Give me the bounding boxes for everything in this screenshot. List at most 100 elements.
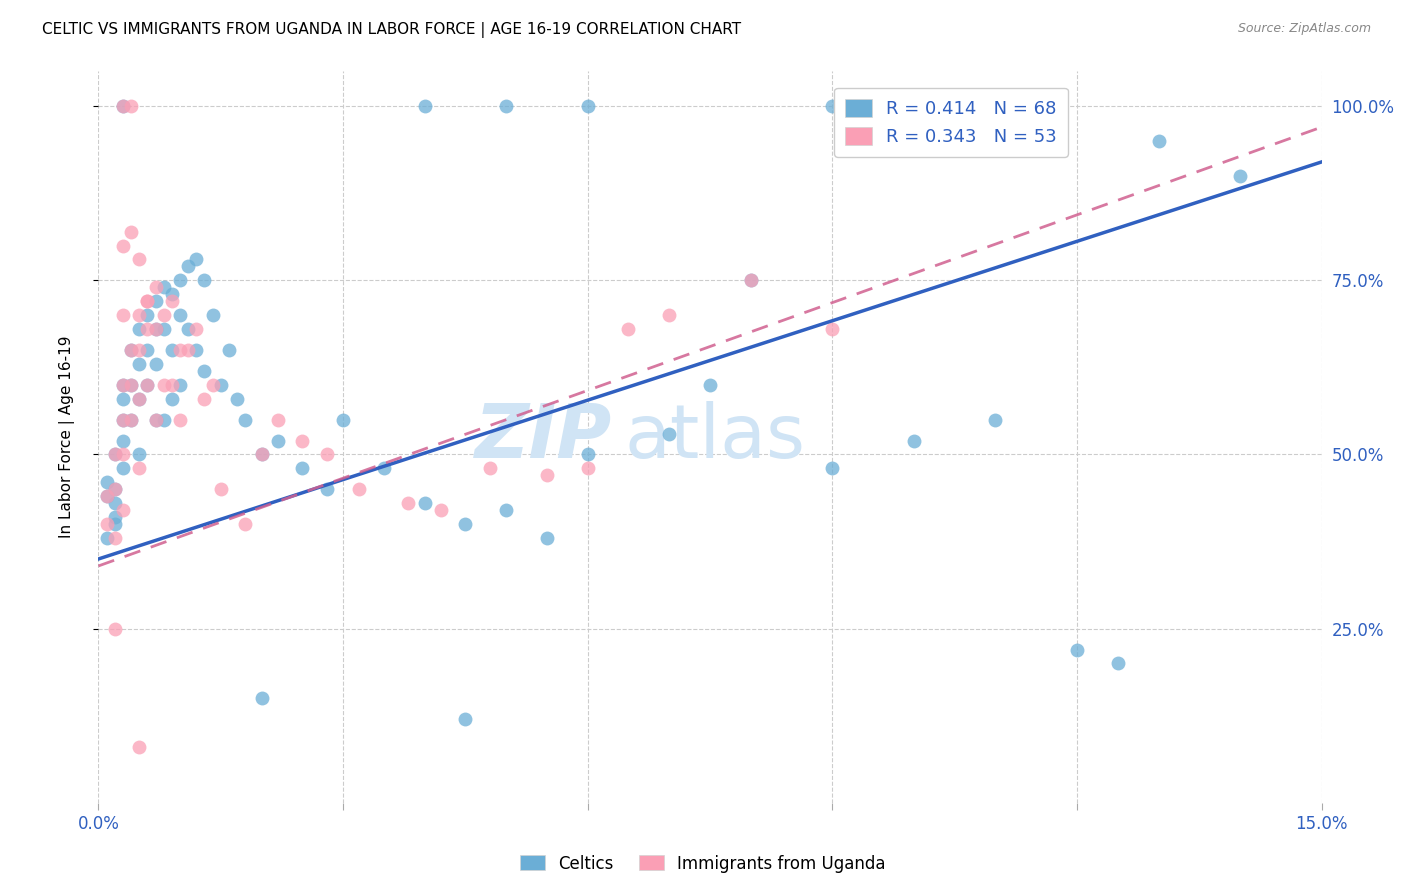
Point xyxy=(104,448,127,462)
Point xyxy=(160,377,183,392)
Point xyxy=(111,308,134,322)
Point xyxy=(111,99,134,113)
Point xyxy=(233,517,256,532)
Text: CELTIC VS IMMIGRANTS FROM UGANDA IN LABOR FORCE | AGE 16-19 CORRELATION CHART: CELTIC VS IMMIGRANTS FROM UGANDA IN LABO… xyxy=(42,22,741,38)
Point xyxy=(315,483,337,497)
Point xyxy=(160,392,183,406)
Point xyxy=(193,273,215,287)
Point xyxy=(128,308,150,322)
Point xyxy=(209,377,232,392)
Point xyxy=(145,280,167,294)
Point xyxy=(111,448,134,462)
Point xyxy=(120,343,142,357)
Point xyxy=(152,412,174,426)
Point xyxy=(128,392,150,406)
Point xyxy=(495,99,517,113)
Point xyxy=(209,483,232,497)
Point xyxy=(903,434,925,448)
Point xyxy=(699,377,721,392)
Point xyxy=(96,517,118,532)
Point xyxy=(104,517,127,532)
Point xyxy=(396,496,419,510)
Point xyxy=(536,468,558,483)
Point xyxy=(169,273,191,287)
Point xyxy=(193,364,215,378)
Point xyxy=(1147,134,1170,148)
Point xyxy=(128,461,150,475)
Legend: Celtics, Immigrants from Uganda: Celtics, Immigrants from Uganda xyxy=(513,848,893,880)
Point xyxy=(111,238,134,252)
Point xyxy=(201,308,224,322)
Point xyxy=(120,412,142,426)
Point xyxy=(136,377,159,392)
Point xyxy=(413,99,436,113)
Point xyxy=(111,461,134,475)
Y-axis label: In Labor Force | Age 16-19: In Labor Force | Age 16-19 xyxy=(59,335,75,539)
Point xyxy=(233,412,256,426)
Point xyxy=(177,322,200,336)
Point xyxy=(291,434,314,448)
Point xyxy=(111,99,134,113)
Point xyxy=(349,483,371,497)
Point xyxy=(267,434,290,448)
Legend: R = 0.414   N = 68, R = 0.343   N = 53: R = 0.414 N = 68, R = 0.343 N = 53 xyxy=(834,87,1069,157)
Point xyxy=(145,412,167,426)
Point xyxy=(136,343,159,357)
Text: atlas: atlas xyxy=(624,401,806,474)
Point xyxy=(478,461,501,475)
Point xyxy=(96,531,118,545)
Point xyxy=(104,531,127,545)
Point xyxy=(136,294,159,309)
Point xyxy=(177,260,200,274)
Point xyxy=(267,412,290,426)
Point xyxy=(193,392,215,406)
Point xyxy=(96,489,118,503)
Point xyxy=(104,483,127,497)
Point xyxy=(430,503,453,517)
Point xyxy=(821,322,844,336)
Point xyxy=(111,503,134,517)
Point xyxy=(186,322,208,336)
Point xyxy=(104,448,127,462)
Point xyxy=(120,343,142,357)
Point xyxy=(495,503,517,517)
Point xyxy=(160,287,183,301)
Point xyxy=(128,357,150,371)
Point xyxy=(152,308,174,322)
Point xyxy=(128,322,150,336)
Point xyxy=(576,99,599,113)
Point xyxy=(120,99,142,113)
Point xyxy=(169,412,191,426)
Point xyxy=(576,461,599,475)
Point xyxy=(111,392,134,406)
Point xyxy=(454,712,477,726)
Point xyxy=(315,448,337,462)
Point xyxy=(536,531,558,545)
Point xyxy=(111,377,134,392)
Point xyxy=(136,377,159,392)
Point xyxy=(104,622,127,636)
Point xyxy=(250,691,273,706)
Point xyxy=(104,496,127,510)
Point xyxy=(1066,642,1088,657)
Point xyxy=(454,517,477,532)
Point xyxy=(658,426,681,441)
Point xyxy=(128,740,150,755)
Point xyxy=(145,294,167,309)
Point xyxy=(821,461,844,475)
Point xyxy=(136,294,159,309)
Point xyxy=(169,308,191,322)
Point xyxy=(111,412,134,426)
Point xyxy=(128,448,150,462)
Point xyxy=(169,343,191,357)
Point xyxy=(104,483,127,497)
Point xyxy=(152,280,174,294)
Point xyxy=(186,252,208,267)
Text: Source: ZipAtlas.com: Source: ZipAtlas.com xyxy=(1237,22,1371,36)
Point xyxy=(145,322,167,336)
Point xyxy=(821,99,844,113)
Point xyxy=(136,308,159,322)
Point xyxy=(104,510,127,524)
Point xyxy=(120,412,142,426)
Point xyxy=(1107,657,1129,671)
